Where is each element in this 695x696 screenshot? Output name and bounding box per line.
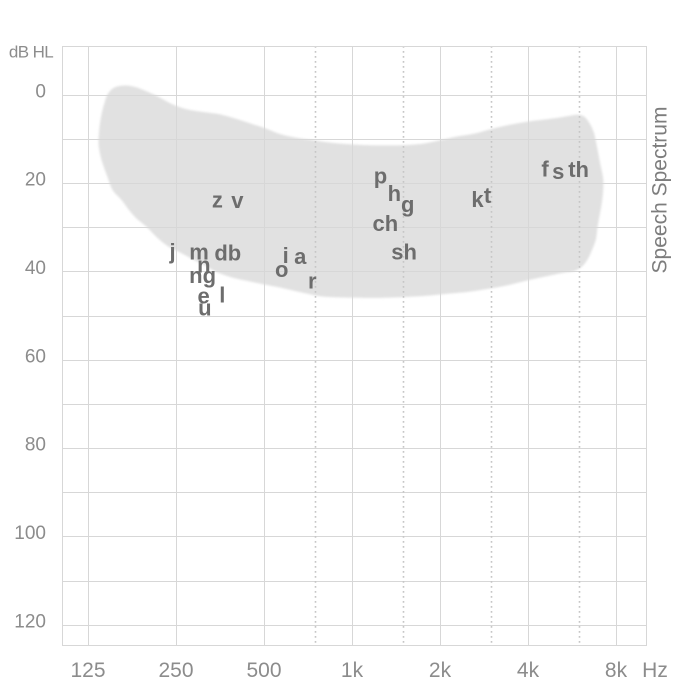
svg-text:ng: ng [189,263,216,288]
svg-text:db: db [214,241,241,266]
svg-text:2k: 2k [429,659,452,682]
svg-text:f: f [541,157,549,182]
svg-text:p: p [374,163,387,188]
svg-text:120: 120 [14,611,46,632]
svg-text:g: g [401,192,414,217]
svg-text:e: e [197,283,209,308]
svg-text:k: k [471,187,484,212]
svg-text:ch: ch [373,211,399,236]
svg-text:dB HL: dB HL [9,43,53,62]
svg-text:125: 125 [70,659,105,682]
svg-text:t: t [484,183,492,208]
svg-text:o: o [275,257,288,282]
svg-text:u: u [198,295,211,320]
svg-text:n: n [197,252,210,277]
svg-text:a: a [294,244,307,269]
svg-text:sh: sh [391,240,417,265]
svg-text:l: l [219,282,225,307]
svg-text:s: s [552,159,564,184]
svg-text:0: 0 [35,81,46,102]
svg-text:100: 100 [14,523,46,544]
svg-text:500: 500 [246,659,281,682]
svg-text:h: h [388,181,401,206]
svg-text:z: z [212,188,223,213]
svg-text:250: 250 [158,659,193,682]
svg-text:40: 40 [25,258,46,279]
svg-text:th: th [568,157,589,182]
svg-text:i: i [283,243,289,268]
svg-text:r: r [308,268,317,293]
svg-text:Speech Spectrum: Speech Spectrum [649,107,672,274]
svg-text:80: 80 [25,435,46,456]
svg-text:4k: 4k [517,659,540,682]
svg-text:Hz: Hz [642,659,668,682]
svg-text:v: v [231,188,244,213]
svg-text:m: m [189,240,209,265]
svg-text:8k: 8k [605,659,628,682]
svg-text:20: 20 [25,170,46,191]
svg-text:j: j [168,239,175,264]
svg-text:60: 60 [25,346,46,367]
svg-text:1k: 1k [341,659,364,682]
